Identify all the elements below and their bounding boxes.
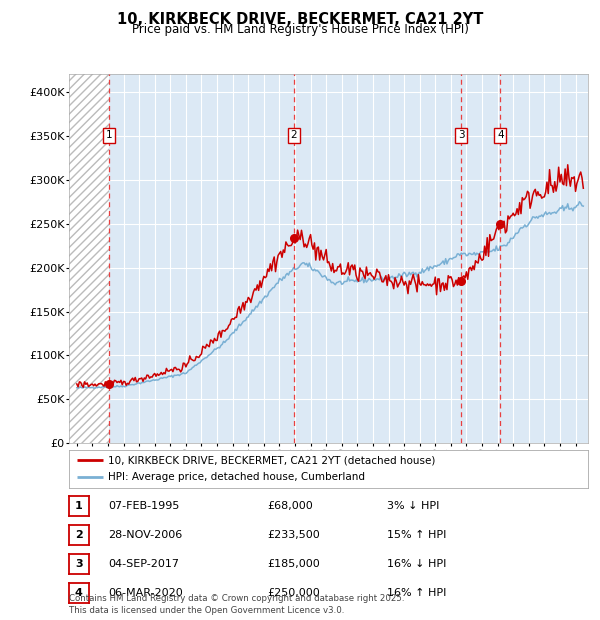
Text: £68,000: £68,000 (267, 500, 313, 511)
Bar (69, 74, 109, 443)
Text: 16% ↑ HPI: 16% ↑ HPI (387, 588, 446, 598)
Text: 10, KIRKBECK DRIVE, BECKERMET, CA21 2YT: 10, KIRKBECK DRIVE, BECKERMET, CA21 2YT (117, 12, 483, 27)
Text: 16% ↓ HPI: 16% ↓ HPI (387, 559, 446, 569)
Text: 15% ↑ HPI: 15% ↑ HPI (387, 529, 446, 540)
Text: Price paid vs. HM Land Registry's House Price Index (HPI): Price paid vs. HM Land Registry's House … (131, 23, 469, 36)
Text: 4: 4 (75, 588, 83, 598)
Text: 2: 2 (290, 130, 297, 140)
Text: 3% ↓ HPI: 3% ↓ HPI (387, 500, 439, 511)
Text: 10, KIRKBECK DRIVE, BECKERMET, CA21 2YT (detached house): 10, KIRKBECK DRIVE, BECKERMET, CA21 2YT … (108, 455, 436, 465)
Text: 04-SEP-2017: 04-SEP-2017 (108, 559, 179, 569)
Text: 2: 2 (75, 529, 83, 540)
Text: 1: 1 (75, 500, 83, 511)
Text: Contains HM Land Registry data © Crown copyright and database right 2025.
This d: Contains HM Land Registry data © Crown c… (69, 594, 404, 615)
Text: 3: 3 (458, 130, 464, 140)
Text: 07-FEB-1995: 07-FEB-1995 (108, 500, 179, 511)
Text: 28-NOV-2006: 28-NOV-2006 (108, 529, 182, 540)
Text: 1: 1 (106, 130, 113, 140)
Text: 3: 3 (75, 559, 83, 569)
Text: £185,000: £185,000 (267, 559, 320, 569)
Text: £233,500: £233,500 (267, 529, 320, 540)
Text: 06-MAR-2020: 06-MAR-2020 (108, 588, 183, 598)
Text: £250,000: £250,000 (267, 588, 320, 598)
Text: HPI: Average price, detached house, Cumberland: HPI: Average price, detached house, Cumb… (108, 472, 365, 482)
Text: 4: 4 (497, 130, 504, 140)
